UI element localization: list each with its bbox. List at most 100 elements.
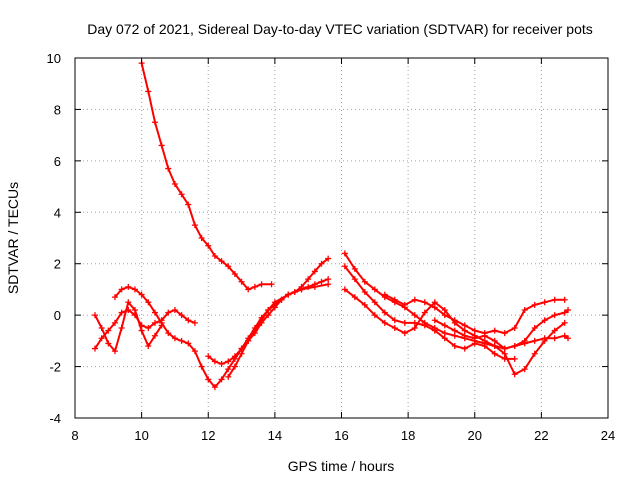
data-point-marker xyxy=(401,319,408,326)
y-tick-label: 6 xyxy=(54,154,61,169)
data-point-marker xyxy=(411,312,418,319)
data-point-marker xyxy=(451,327,458,334)
data-point-marker xyxy=(411,325,418,331)
data-point-marker xyxy=(91,312,98,319)
data-point-marker xyxy=(431,327,438,334)
data-point-marker xyxy=(145,325,152,331)
data-point-marker xyxy=(551,327,558,334)
data-point-marker xyxy=(361,289,368,295)
data-point-marker xyxy=(481,332,488,339)
data-point-marker xyxy=(218,376,225,383)
data-point-marker xyxy=(191,319,198,326)
data-point-marker xyxy=(461,322,468,329)
data-point-marker xyxy=(185,340,192,347)
data-point-marker xyxy=(145,299,152,306)
data-point-marker xyxy=(471,335,478,342)
data-point-marker xyxy=(131,307,138,313)
data-point-marker xyxy=(305,283,312,290)
data-point-marker xyxy=(265,307,272,313)
data-point-marker xyxy=(111,294,118,301)
data-point-marker xyxy=(185,317,192,324)
data-point-marker xyxy=(171,335,178,342)
data-point-marker xyxy=(521,366,528,373)
data-point-marker xyxy=(491,337,498,344)
data-point-marker xyxy=(325,255,332,262)
data-point-marker xyxy=(198,363,205,370)
x-tick-label: 16 xyxy=(334,428,348,443)
data-point-marker xyxy=(551,312,558,319)
x-tick-label: 10 xyxy=(134,428,148,443)
data-point-marker xyxy=(205,376,212,383)
data-point-marker xyxy=(351,265,358,272)
data-point-marker xyxy=(361,301,368,308)
data-point-marker xyxy=(511,343,518,349)
data-point-marker xyxy=(461,327,468,334)
series-trace xyxy=(227,278,329,378)
data-point-marker xyxy=(111,348,118,355)
data-point-marker xyxy=(381,291,388,298)
series-trace xyxy=(140,62,272,291)
y-tick-label: 4 xyxy=(54,205,61,220)
data-point-marker xyxy=(311,268,318,275)
data-point-marker xyxy=(341,250,348,257)
data-point-marker xyxy=(138,327,145,334)
data-point-marker xyxy=(218,258,225,265)
data-point-marker xyxy=(521,307,528,313)
data-point-marker xyxy=(381,309,388,316)
data-point-marker xyxy=(501,350,508,357)
series-arc-1 xyxy=(138,60,275,293)
data-point-marker xyxy=(391,317,398,324)
data-point-marker xyxy=(431,299,438,306)
data-point-marker xyxy=(231,363,238,370)
data-point-marker xyxy=(238,350,245,357)
data-point-marker xyxy=(341,263,348,270)
data-point-marker xyxy=(491,343,498,349)
data-point-marker xyxy=(191,222,198,229)
data-point-marker xyxy=(278,296,285,303)
data-point-marker xyxy=(441,322,448,329)
data-point-marker xyxy=(318,278,325,285)
data-point-marker xyxy=(205,242,212,249)
data-point-marker xyxy=(561,309,568,316)
data-point-marker xyxy=(98,335,105,342)
series-trace xyxy=(343,252,569,350)
data-point-marker xyxy=(371,286,378,293)
data-point-marker xyxy=(151,309,158,316)
x-axis-label: GPS time / hours xyxy=(288,458,395,474)
y-tick-label: 10 xyxy=(47,51,61,66)
data-point-marker xyxy=(501,345,508,352)
data-point-marker xyxy=(225,366,232,373)
data-point-marker xyxy=(421,309,428,316)
data-point-marker xyxy=(361,278,368,285)
data-point-marker xyxy=(211,253,218,259)
data-point-marker xyxy=(145,343,152,349)
data-point-marker xyxy=(145,88,152,95)
data-point-marker xyxy=(371,299,378,306)
data-point-marker xyxy=(325,281,332,288)
chart-title: Day 072 of 2021, Sidereal Day-to-day VTE… xyxy=(87,21,593,37)
data-point-marker xyxy=(491,327,498,334)
data-point-marker xyxy=(431,304,438,311)
y-tick-label: -4 xyxy=(49,411,61,426)
data-point-marker xyxy=(561,319,568,326)
data-point-marker xyxy=(111,319,118,326)
data-point-marker xyxy=(491,350,498,357)
data-point-marker xyxy=(401,330,408,337)
data-point-marker xyxy=(165,330,172,337)
data-point-marker xyxy=(171,181,178,187)
data-point-marker xyxy=(305,276,312,283)
x-tick-label: 14 xyxy=(268,428,282,443)
data-point-marker xyxy=(411,319,418,326)
data-point-marker xyxy=(268,281,275,288)
data-point-marker xyxy=(351,294,358,301)
grid-layer xyxy=(75,58,608,418)
data-point-marker xyxy=(391,296,398,303)
data-point-marker xyxy=(461,332,468,339)
data-point-marker xyxy=(441,307,448,313)
data-point-marker xyxy=(158,319,165,326)
data-point-marker xyxy=(258,317,265,324)
data-point-marker xyxy=(511,325,518,331)
data-point-marker xyxy=(451,317,458,324)
data-point-marker xyxy=(251,327,258,334)
